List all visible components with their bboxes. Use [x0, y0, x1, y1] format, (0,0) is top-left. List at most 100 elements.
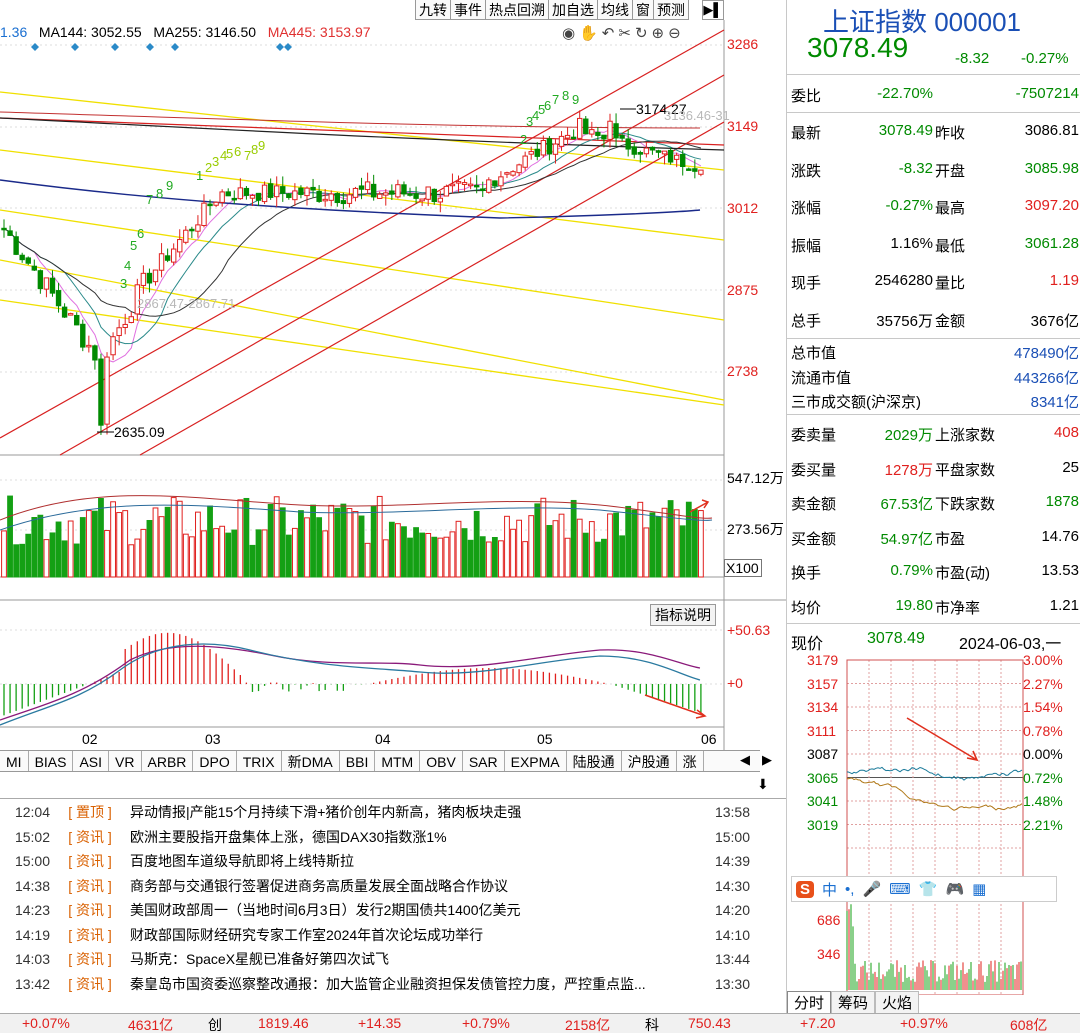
candle-body [667, 149, 674, 163]
tab-chouma[interactable]: 筹码 [831, 991, 876, 1013]
news-row[interactable]: 14:19 [ 资讯 ] 财政部国际财经研究专家工作室2024年首次论坛成功举行 14… [0, 923, 786, 948]
news-row[interactable]: 15:00 [ 资讯 ] 百度地图车道级导航即将上线特斯拉 14:39 [0, 849, 786, 874]
indicator-tab[interactable]: 新DMA [282, 751, 340, 771]
quote-row: 现手 2546280 量比 1.19 [787, 263, 1080, 300]
volume-bar [655, 516, 662, 578]
indicator-tab[interactable]: BBI [340, 751, 376, 771]
punct-icon[interactable]: •, [845, 880, 855, 898]
toolbar-button[interactable]: 窗 [633, 0, 654, 20]
quote-label: 开盘 [935, 162, 966, 180]
toolbar-button[interactable]: 事件 [451, 0, 486, 20]
candle-body [237, 187, 244, 200]
book-value: 54.97亿 [880, 530, 933, 548]
volume-bar [546, 525, 553, 578]
candle-body [74, 314, 80, 326]
news-row[interactable]: 13:42 [ 资讯 ] 秦皇岛市国资委巡察整改通报：加大监管企业融资担保发债管控力… [0, 972, 786, 997]
news-tag: [ 资讯 ] [68, 828, 112, 845]
volume-arrow [689, 499, 710, 513]
news-row[interactable]: 14:38 [ 资讯 ] 商务部与交通银行签署促进商务高质量发展全面战略合作协议 14… [0, 874, 786, 899]
news-row[interactable]: 14:23 [ 资讯 ] 美国财政部周一（当地时间6月3日）发行2期国债共1400亿… [0, 898, 786, 923]
download-icon[interactable]: ⬇ [757, 776, 769, 792]
news-title[interactable]: 异动情报|产能15个月持续下滑+猪价创年内新高，猪肉板块走强 [130, 804, 522, 821]
candle-body [516, 164, 522, 174]
indicator-tab[interactable]: SAR [463, 751, 505, 771]
candle-body [140, 272, 147, 286]
toolbar-button[interactable]: 加自选 [549, 0, 598, 20]
news-title[interactable]: 商务部与交通银行签署促进商务高质量发展全面战略合作协议 [130, 877, 508, 894]
undo-icon[interactable]: ↶ [601, 25, 615, 42]
indicator-tab[interactable]: 沪股通 [622, 751, 677, 771]
news-row[interactable]: 14:03 [ 资讯 ] 马斯克：SpaceX星舰已准备好第四次试飞 13:44 [0, 947, 786, 972]
news-title[interactable]: 秦皇岛市国资委巡察整改通报：加大监管企业融资担保发债管控力度，严控重点监... [130, 975, 646, 992]
quote-label: 总手 [791, 312, 822, 330]
scroll-left-icon[interactable]: ◀ [740, 752, 750, 767]
candle-body [274, 185, 280, 198]
scroll-right-icon[interactable]: ▶ [762, 752, 772, 767]
volume-bar [85, 510, 92, 578]
eye-icon[interactable]: ◉ [562, 25, 576, 42]
toolbar-button[interactable]: 九转 [416, 0, 451, 20]
toolbar-button[interactable]: 预测 [654, 0, 689, 20]
news-row[interactable]: 15:02 [ 资讯 ] 欧洲主要股指开盘集体上涨，德国DAX30指数涨1% 15:0… [0, 825, 786, 850]
tab-fenshi[interactable]: 分时 [787, 991, 832, 1013]
candle-body [231, 197, 237, 201]
mic-icon[interactable]: 🎤 [862, 881, 882, 898]
hand-icon[interactable]: ✋ [579, 25, 598, 42]
volume-bar [73, 543, 80, 578]
candle-body [225, 191, 231, 197]
indicator-tab[interactable]: 涨 [677, 751, 704, 771]
candle-body [280, 186, 286, 194]
indicator-tab[interactable]: EXPMA [505, 751, 567, 771]
indicator-tab[interactable]: 陆股通 [567, 751, 622, 771]
indicator-tab[interactable]: BIAS [29, 751, 74, 771]
volume-bar [298, 510, 304, 578]
indicator-tab[interactable]: MTM [375, 751, 421, 771]
grid-icon[interactable]: ▦ [972, 881, 987, 898]
candle-body [286, 193, 292, 198]
news-title[interactable]: 欧洲主要股指开盘集体上涨，德国DAX30指数涨1% [130, 828, 447, 845]
sogou-icon[interactable]: S [796, 880, 815, 898]
news-title[interactable]: 财政部国际财经研究专家工作室2024年首次论坛成功举行 [130, 926, 484, 943]
volume-bar [37, 514, 44, 578]
candle-body [37, 270, 44, 290]
toolbar-button[interactable]: 均线 [598, 0, 633, 20]
candle-body [55, 290, 62, 307]
indicator-tab[interactable]: ASI [73, 751, 110, 771]
indicator-tab[interactable]: MI [0, 751, 29, 771]
news-row[interactable]: 12:04 [ 置顶 ] 异动情报|产能15个月持续下滑+猪价创年内新高，猪肉板块走… [0, 800, 786, 825]
news-title[interactable]: 美国财政部周一（当地时间6月3日）发行2期国债共1400亿美元 [130, 902, 521, 919]
candle-body [492, 180, 498, 187]
reset-icon[interactable]: ↻ [634, 25, 648, 42]
signal-marker [31, 43, 39, 51]
indicator-help-button[interactable]: 指标说明 [650, 604, 716, 626]
volume-bar [637, 501, 644, 578]
zoom-out-icon[interactable]: ⊖ [668, 25, 681, 42]
weibi-value: -22.70% [877, 85, 933, 102]
news-title[interactable]: 百度地图车道级导航即将上线特斯拉 [130, 853, 354, 870]
candle-body [692, 168, 698, 172]
indicator-tab[interactable]: TRIX [237, 751, 282, 771]
indicator-tab[interactable]: VR [109, 751, 142, 771]
candle-body [213, 201, 219, 206]
toolbar-button[interactable]: 热点回溯 [486, 0, 549, 20]
keyboard-icon[interactable]: ⌨ [889, 881, 911, 898]
price-axis-label: 2738 [727, 363, 759, 379]
game-icon[interactable]: 🎮 [945, 881, 965, 898]
news-title[interactable]: 马斯克：SpaceX星舰已准备好第四次试飞 [130, 951, 390, 968]
ime-mode[interactable]: 中 [822, 881, 838, 899]
td-number: 7 [146, 192, 153, 207]
volume-bar [140, 528, 147, 578]
volume-bar [685, 501, 692, 578]
exit-icon[interactable]: ▶▌ [702, 0, 724, 20]
candle-body [486, 179, 492, 193]
indicator-tab[interactable]: OBV [420, 751, 463, 771]
ime-toolbar[interactable]: S 中 •, 🎤 ⌨ 👕 🎮 ▦ [791, 876, 1057, 902]
ma-line [3, 129, 702, 363]
candle-body [425, 186, 431, 200]
shirt-icon[interactable]: 👕 [918, 881, 938, 898]
zoom-in-icon[interactable]: ⊕ [651, 25, 665, 42]
tab-huoyan[interactable]: 火焰 [875, 991, 920, 1013]
scissors-icon[interactable]: ✂ [618, 25, 631, 42]
indicator-tab[interactable]: DPO [193, 751, 237, 771]
indicator-tab[interactable]: ARBR [142, 751, 194, 771]
